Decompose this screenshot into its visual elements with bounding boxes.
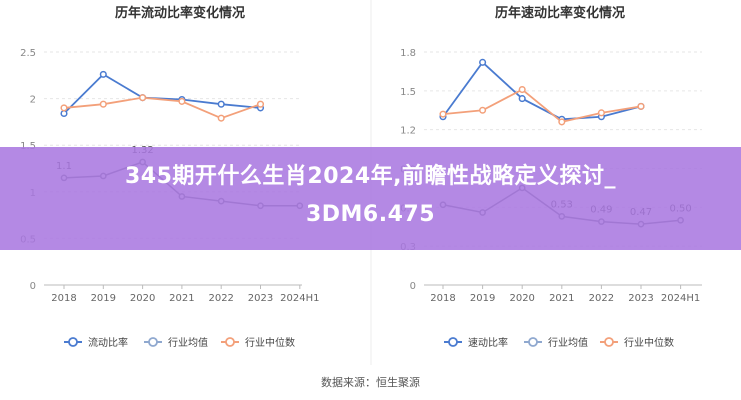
x-tick-label: 2018 (51, 293, 76, 304)
legend-swatch-marker (528, 337, 538, 347)
series-point-3 (597, 109, 605, 117)
legend-swatch-marker (448, 337, 458, 347)
overlay-line-2: 3DM6.475 (305, 202, 436, 227)
overlay-banner (0, 147, 741, 250)
x-tick-label: 2024H1 (280, 293, 319, 304)
series-point-3 (178, 97, 186, 105)
series-point-3 (439, 110, 447, 118)
series-line-3 (442, 88, 642, 123)
y-tick-label: 2 (30, 95, 36, 106)
x-tick-label: 2019 (91, 293, 116, 304)
overlay-line-1: 345期开什么生肖2024年,前瞻性战略定义探讨_ (124, 164, 616, 189)
legend-label: 速动比率 (468, 336, 508, 349)
x-tick-label: 2019 (470, 293, 495, 304)
series-point-3 (637, 102, 645, 110)
series-point-3 (99, 100, 107, 108)
chart-title: 历年速动比率变化情况 (495, 5, 625, 21)
series-point-1 (99, 70, 107, 78)
x-tick-label: 2020 (509, 293, 534, 304)
series-line-1 (442, 61, 642, 121)
series-point-3 (256, 100, 265, 108)
y-tick-label: 0 (30, 281, 36, 292)
x-tick-label: 2020 (130, 293, 155, 304)
x-tick-label: 2023 (628, 293, 653, 304)
x-tick-label: 2023 (248, 293, 273, 304)
y-tick-label: 0 (410, 281, 416, 292)
series-point-1 (217, 100, 225, 108)
legend-label: 行业中位数 (245, 336, 295, 349)
legend-swatch-marker (225, 337, 235, 347)
legend-swatch-marker (68, 337, 78, 347)
legend-label: 行业均值 (548, 336, 588, 349)
x-tick-label: 2018 (430, 293, 455, 304)
legend-label: 行业均值 (168, 336, 208, 349)
y-tick-label: 1.8 (400, 48, 416, 59)
overlay-headline[interactable]: 345期开什么生肖2024年,前瞻性战略定义探讨_ 3DM6.475 (0, 158, 741, 234)
series-point-3 (518, 85, 526, 94)
x-tick-label: 2021 (169, 293, 194, 304)
y-tick-label: 1.2 (400, 126, 416, 137)
x-tick-label: 2022 (208, 293, 233, 304)
series-point-3 (479, 106, 487, 114)
x-tick-label: 2021 (549, 293, 574, 304)
series-line-1 (63, 73, 261, 115)
y-tick-label: 2.5 (20, 48, 36, 59)
legend-label: 行业中位数 (624, 336, 674, 349)
x-tick-label: 2024H1 (661, 293, 700, 304)
series-point-1 (60, 109, 68, 118)
chart-title: 历年流动比率变化情况 (115, 5, 245, 21)
y-tick-label: 1.5 (20, 141, 36, 152)
series-point-3 (139, 94, 147, 102)
y-tick-label: 1.5 (400, 87, 416, 98)
series-point-1 (518, 95, 526, 103)
series-point-3 (217, 114, 225, 122)
series-line-3 (63, 96, 261, 120)
legend-swatch-marker (148, 337, 158, 347)
legend-swatch-marker (604, 337, 614, 347)
x-tick-label: 2022 (589, 293, 614, 304)
series-point-3 (60, 104, 68, 112)
data-source-note: 数据来源：恒生聚源 (321, 376, 420, 389)
series-point-1 (479, 58, 487, 66)
legend-label: 流动比率 (88, 336, 128, 349)
series-point-3 (558, 118, 566, 126)
